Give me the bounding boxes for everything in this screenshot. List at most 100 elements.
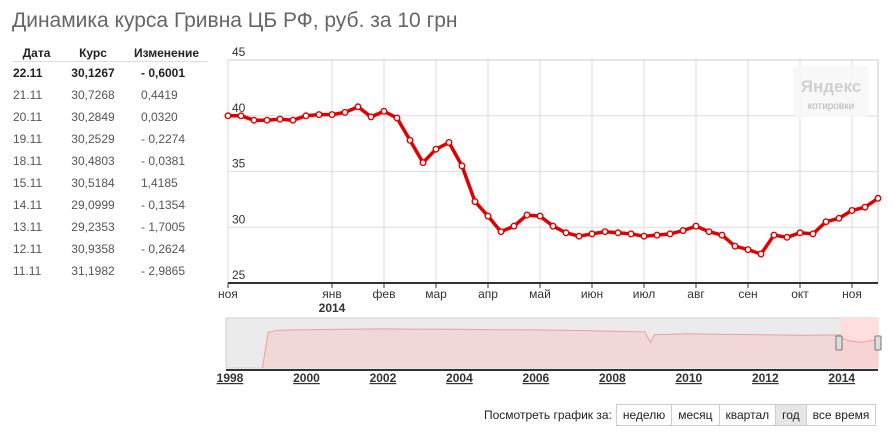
data-point[interactable]	[445, 138, 453, 146]
data-point[interactable]	[796, 229, 804, 237]
data-point[interactable]	[562, 229, 570, 237]
period-month-button[interactable]: месяц	[671, 404, 720, 426]
overview-handle-left[interactable]	[835, 335, 843, 351]
rate-cell: 29,2353	[71, 220, 115, 234]
data-point[interactable]	[289, 116, 297, 124]
data-point[interactable]	[471, 198, 479, 206]
data-point[interactable]	[419, 159, 427, 167]
data-point[interactable]	[731, 242, 739, 250]
data-point[interactable]	[276, 115, 284, 123]
col-header-change: Изменение	[125, 44, 208, 62]
data-point[interactable]	[380, 107, 388, 115]
rate-cell: 30,2849	[71, 110, 115, 124]
data-point[interactable]	[575, 232, 583, 240]
rate-cell: 30,2529	[71, 132, 115, 146]
data-point[interactable]	[744, 246, 752, 254]
x-tick-label: авг	[687, 287, 705, 301]
overview-navigator[interactable]: 1998 2000 2002 2004 2006 2008 2010 2012 2014	[217, 317, 882, 385]
data-point[interactable]	[354, 103, 362, 111]
change-cell: 1,4185	[141, 176, 178, 190]
data-point[interactable]	[315, 111, 323, 119]
change-cell: - 0,2274	[141, 132, 186, 146]
overview-year-label[interactable]: 2006	[523, 371, 550, 385]
data-point[interactable]	[770, 231, 778, 239]
data-point[interactable]	[835, 214, 843, 222]
data-point[interactable]	[341, 108, 349, 116]
x-tick-label: сен	[738, 287, 757, 301]
data-point[interactable]	[510, 222, 518, 230]
data-point[interactable]	[718, 231, 726, 239]
rate-cell: 31,1982	[71, 264, 115, 278]
data-point[interactable]	[692, 222, 700, 230]
yandex-watermark: Яндекс котировки	[793, 66, 869, 116]
overview-year-label[interactable]: 2008	[599, 371, 626, 385]
overview-year-label[interactable]: 2012	[752, 371, 779, 385]
period-week-button[interactable]: неделю	[615, 404, 673, 426]
col-header-rate: Курс	[61, 44, 125, 62]
data-point[interactable]	[458, 162, 466, 170]
data-point[interactable]	[601, 228, 609, 236]
overview-handle-right[interactable]	[874, 335, 882, 351]
data-point[interactable]	[705, 228, 713, 236]
date-cell: 11.11	[13, 264, 42, 278]
data-point[interactable]	[679, 227, 687, 235]
x-tick-label: окт	[791, 287, 809, 301]
x-tick-label: май	[529, 287, 551, 301]
data-point[interactable]	[484, 212, 492, 220]
data-point[interactable]	[666, 230, 674, 238]
x-tick-label: июн	[581, 287, 603, 301]
data-point[interactable]	[783, 233, 791, 241]
data-point[interactable]	[523, 211, 531, 219]
overview-year-label[interactable]: 2004	[446, 371, 473, 385]
data-point[interactable]	[328, 111, 336, 119]
overview-year-label[interactable]: 2000	[293, 371, 320, 385]
data-point[interactable]	[549, 222, 557, 230]
rate-cell: 30,4803	[71, 154, 115, 168]
period-label: Посмотреть график за:	[484, 408, 612, 422]
change-cell: - 0,0381	[141, 154, 186, 168]
data-point[interactable]	[627, 230, 635, 238]
data-point[interactable]	[588, 230, 596, 238]
data-point[interactable]	[822, 218, 830, 226]
data-point[interactable]	[497, 228, 505, 236]
data-point[interactable]	[614, 229, 622, 237]
table-header-row: Дата Курс Изменение	[12, 44, 208, 62]
data-point[interactable]	[224, 112, 232, 120]
x-tick-label: ноя	[218, 287, 238, 301]
data-point[interactable]	[536, 212, 544, 220]
x-tick-label: янв	[322, 287, 342, 301]
period-all-button[interactable]: все время	[805, 404, 877, 426]
overview-year-label[interactable]: 2014	[828, 371, 855, 385]
y-tick-label: 30	[232, 212, 246, 226]
data-point[interactable]	[640, 232, 648, 240]
data-point[interactable]	[874, 194, 882, 202]
table-row: 21.11 30,7268 0,4419	[12, 84, 208, 106]
date-cell: 13.11	[13, 220, 43, 234]
data-point[interactable]	[237, 112, 245, 120]
period-quarter-button[interactable]: квартал	[718, 404, 777, 426]
date-cell: 21.11	[13, 88, 43, 102]
data-point[interactable]	[432, 145, 440, 153]
overview-year-label[interactable]: 2010	[675, 371, 702, 385]
rate-cell: 30,5184	[71, 176, 115, 190]
data-point[interactable]	[250, 116, 258, 124]
overview-year-label[interactable]: 2002	[370, 371, 397, 385]
date-cell: 12.11	[13, 242, 43, 256]
data-point[interactable]	[367, 113, 375, 121]
data-point[interactable]	[393, 114, 401, 122]
data-point[interactable]	[406, 136, 414, 144]
page-title: Динамика курса Гривна ЦБ РФ, руб. за 10 …	[12, 9, 458, 32]
y-tick-label: 40	[232, 101, 246, 115]
data-point[interactable]	[757, 250, 765, 258]
data-point[interactable]	[848, 206, 856, 214]
period-year-button[interactable]: год	[775, 404, 807, 426]
data-point[interactable]	[653, 231, 661, 239]
data-point[interactable]	[861, 203, 869, 211]
change-cell: 0,0320	[141, 110, 178, 124]
date-cell: 22.11	[13, 66, 43, 80]
data-point[interactable]	[302, 112, 310, 120]
x-tick-label: июл	[633, 287, 655, 301]
data-point[interactable]	[809, 230, 817, 238]
data-point[interactable]	[263, 116, 271, 124]
overview-year-label[interactable]: 1998	[217, 371, 244, 385]
